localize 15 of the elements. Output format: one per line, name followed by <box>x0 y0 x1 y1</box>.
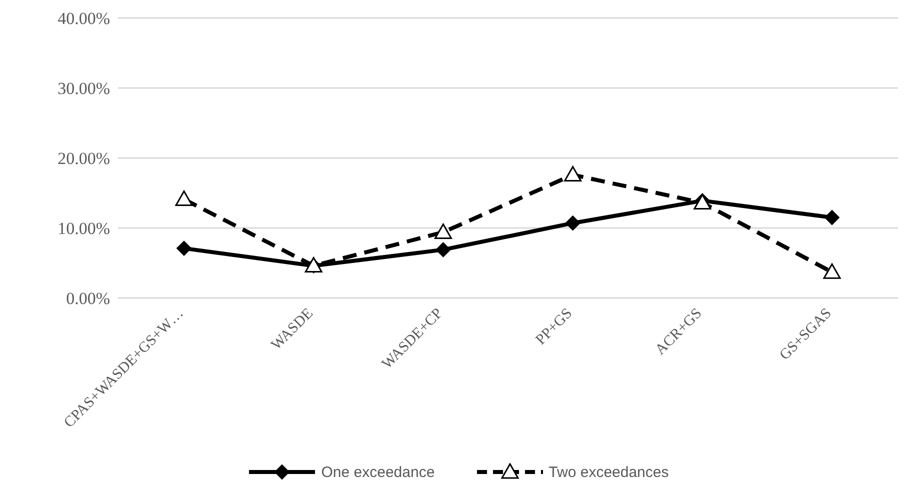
y-tick-label: 10.00% <box>58 219 110 238</box>
legend-label: One exceedance <box>321 464 435 480</box>
point <box>565 216 580 231</box>
point <box>823 263 841 279</box>
y-tick-label: 20.00% <box>58 149 110 168</box>
y-tick-label: 40.00% <box>58 9 110 28</box>
point <box>436 242 451 258</box>
y-tick-label: 0.00% <box>66 289 110 308</box>
point <box>564 166 582 182</box>
point <box>176 240 192 256</box>
point <box>824 210 840 225</box>
point <box>434 223 452 239</box>
y-tick-label: 30.00% <box>58 79 110 98</box>
legend-label: Two exceedances <box>548 464 669 480</box>
point <box>175 190 193 206</box>
